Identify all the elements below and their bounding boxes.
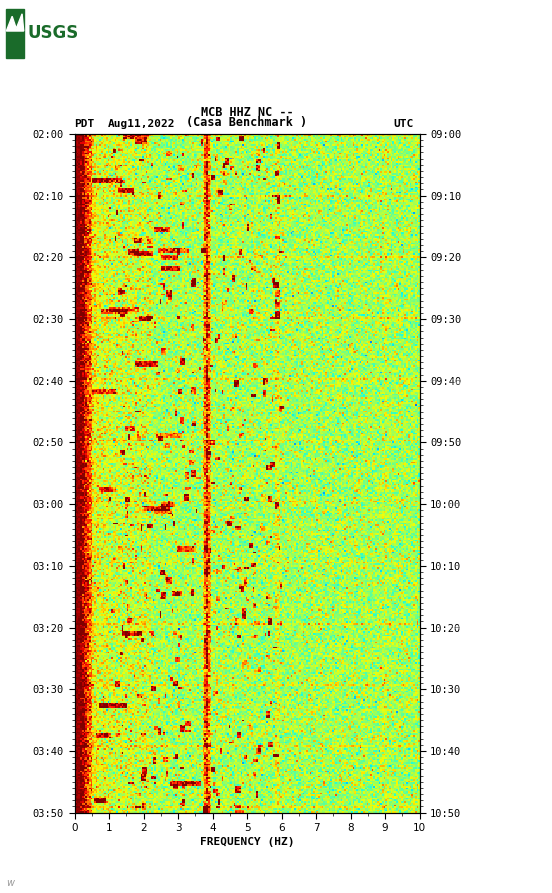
X-axis label: FREQUENCY (HZ): FREQUENCY (HZ) <box>200 838 294 847</box>
Text: UTC: UTC <box>394 120 414 129</box>
Text: Aug11,2022: Aug11,2022 <box>108 120 175 129</box>
Text: PDT: PDT <box>75 120 95 129</box>
Text: (Casa Benchmark ): (Casa Benchmark ) <box>187 116 307 129</box>
Text: MCB HHZ NC --: MCB HHZ NC -- <box>201 105 293 119</box>
Text: USGS: USGS <box>27 24 78 43</box>
Text: $\it{w}$: $\it{w}$ <box>6 878 15 888</box>
Polygon shape <box>7 13 24 31</box>
Polygon shape <box>6 9 24 58</box>
